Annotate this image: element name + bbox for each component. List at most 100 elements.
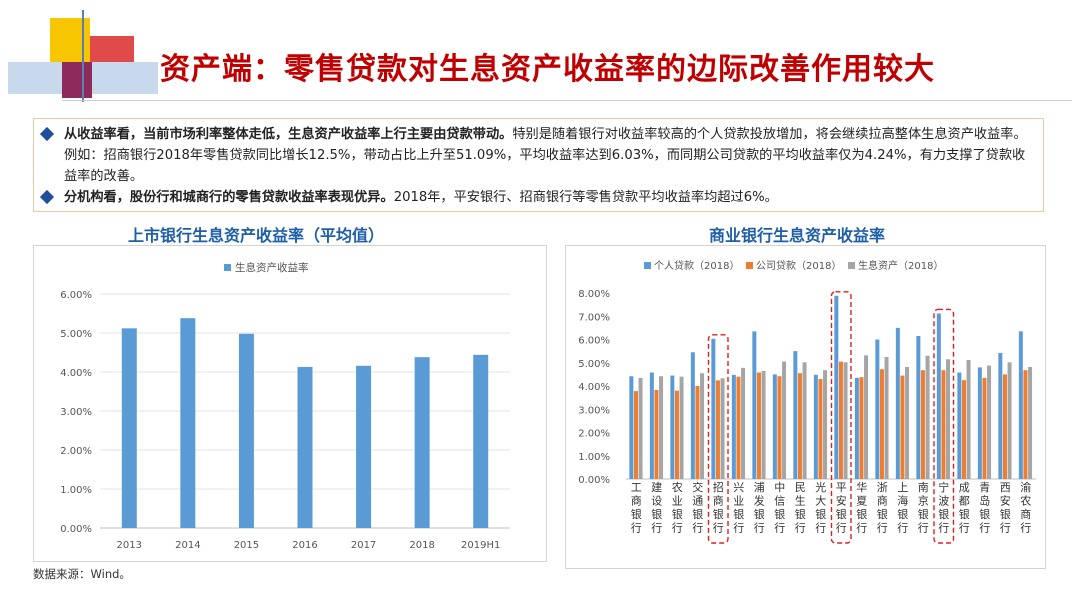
x-tick-label: 光大银行 xyxy=(815,480,826,535)
y-tick-label: 3.00% xyxy=(60,407,92,418)
bar xyxy=(1023,370,1028,479)
x-tick-label: 浦发银行 xyxy=(754,481,765,535)
y-tick-label: 2.00% xyxy=(578,429,610,440)
legend-label: 个人贷款（2018） xyxy=(654,259,739,272)
y-tick-label: 2.00% xyxy=(60,446,92,457)
chart-title-right: 商业银行生息资产收益率 xyxy=(709,226,886,245)
y-tick-label: 6.00% xyxy=(578,336,610,347)
deco-yellow-square xyxy=(50,18,90,62)
bar xyxy=(859,377,864,479)
legend-label: 生息资产（2018） xyxy=(858,259,943,272)
legend-swatch xyxy=(848,262,855,269)
highlight-box xyxy=(830,291,852,544)
bar xyxy=(715,380,720,479)
chart-panel-left: 生息资产收益率 0.00% 1.00% 2.00% 3.00% 4.00% 5.00% 6.0… xyxy=(33,245,547,562)
x-tick-label: 平安银行 xyxy=(836,481,847,535)
bar xyxy=(854,377,859,479)
bar xyxy=(756,372,761,479)
bar xyxy=(843,362,848,479)
x-tick-label: 2019H1 xyxy=(461,540,500,551)
x-tick-label: 华夏银行 xyxy=(856,480,867,535)
bar xyxy=(782,361,787,479)
y-tick-label: 1.00% xyxy=(578,452,610,463)
x-tick-label: 2017 xyxy=(351,540,376,551)
x-tick-label: 招商银行 xyxy=(713,480,724,535)
bar xyxy=(1018,331,1023,479)
y-tick-label: 7.00% xyxy=(578,312,610,323)
y-tick-label: 0.00% xyxy=(578,475,610,486)
bar-chart-bank-yields: 个人贷款（2018） 公司贷款（2018） 生息资产（2018） 0.00% 1.00%… xyxy=(578,259,1036,544)
bar xyxy=(823,370,828,479)
legend-swatch xyxy=(644,262,651,269)
bar xyxy=(961,380,966,479)
deco-purple-square xyxy=(62,62,92,98)
bar xyxy=(633,391,638,479)
bar xyxy=(720,378,725,479)
bar xyxy=(711,338,716,479)
x-tick-label: 农业银行 xyxy=(672,480,683,535)
bar xyxy=(238,333,254,528)
x-tick-label: 西安银行 xyxy=(1000,481,1011,535)
bar xyxy=(900,375,905,479)
summary-box: 从收益率看，当前市场利率整体走低，生息资产收益率上行主要由贷款带动。特别是随着银… xyxy=(33,118,1044,212)
bar xyxy=(679,376,684,479)
summary-bullet-2: 分机构看，股份行和城商行的零售贷款收益率表现优异。2018年，平安银行、招商银行… xyxy=(39,187,1031,208)
y-tick-label: 5.00% xyxy=(578,359,610,370)
bar xyxy=(802,362,807,479)
bar xyxy=(473,354,489,528)
bar xyxy=(121,328,137,528)
legend-label: 公司贷款（2018） xyxy=(756,259,841,272)
x-tick-label: 渝农商行 xyxy=(1020,480,1031,535)
bar xyxy=(936,313,941,479)
bar xyxy=(982,377,987,479)
bar xyxy=(797,373,802,479)
y-tick-label: 3.00% xyxy=(578,405,610,416)
bar xyxy=(414,357,430,528)
y-tick-label: 4.00% xyxy=(578,382,610,393)
bullet-lead: 分机构看，股份行和城商行的零售贷款收益率表现优异。 xyxy=(64,190,394,205)
y-tick-label: 4.00% xyxy=(60,368,92,379)
bar xyxy=(731,374,736,479)
legend-label: 生息资产收益率 xyxy=(235,261,309,274)
deco-red-square xyxy=(90,36,134,62)
bar xyxy=(1002,374,1007,479)
x-tick-label: 建设银行 xyxy=(651,480,662,535)
legend-swatch xyxy=(746,262,753,269)
bullet-text: 2018年，平安银行、招商银行等零售贷款平均收益率均超过6%。 xyxy=(393,190,778,205)
bar xyxy=(1007,362,1012,479)
bar xyxy=(946,359,951,479)
x-tick-label: 2016 xyxy=(292,540,317,551)
x-tick-label: 浙商银行 xyxy=(877,481,888,535)
bar xyxy=(629,376,634,479)
bar xyxy=(297,366,313,528)
bar xyxy=(875,339,880,479)
bar xyxy=(864,355,869,479)
y-tick-label: 5.00% xyxy=(60,329,92,340)
title-divider xyxy=(62,100,1072,101)
bar xyxy=(674,390,679,479)
x-tick-label: 上海银行 xyxy=(897,481,908,535)
bar xyxy=(998,352,1003,479)
x-tick-label: 交通银行 xyxy=(692,480,703,535)
highlight-box xyxy=(933,308,955,544)
x-tick-label: 民生银行 xyxy=(795,481,806,535)
x-tick-label: 成都银行 xyxy=(959,481,970,535)
bar xyxy=(916,336,921,479)
bar xyxy=(670,375,675,479)
bar-chart-yield-average: 生息资产收益率 0.00% 1.00% 2.00% 3.00% 4.00% 5.00% 6.0… xyxy=(60,261,510,551)
bar xyxy=(638,377,643,479)
x-tick-label: 兴业银行 xyxy=(733,481,744,535)
chart-title-left: 上市银行生息资产收益率（平均值） xyxy=(128,226,385,245)
bar xyxy=(905,366,910,479)
x-tick-label: 2018 xyxy=(409,540,434,551)
page-title: 资产端：零售贷款对生息资产收益率的边际改善作用较大 xyxy=(160,52,935,87)
diamond-bullet-icon xyxy=(39,126,55,142)
bar xyxy=(772,374,777,479)
x-tick-label: 工商银行 xyxy=(631,481,642,535)
y-tick-label: 6.00% xyxy=(60,290,92,301)
legend-swatch xyxy=(224,264,231,271)
y-tick-label: 0.00% xyxy=(60,524,92,535)
bar xyxy=(838,361,843,479)
bar xyxy=(879,369,884,479)
bar xyxy=(777,376,782,479)
